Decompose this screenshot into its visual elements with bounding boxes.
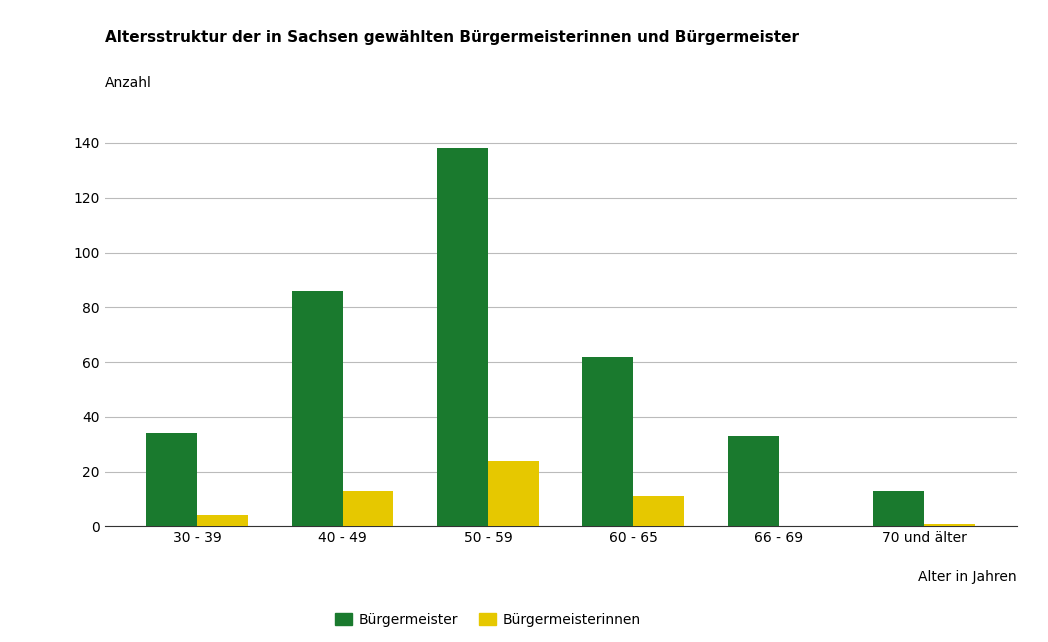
Bar bbox=[488, 461, 539, 526]
Bar bbox=[873, 491, 924, 526]
Text: Alter in Jahren: Alter in Jahren bbox=[918, 570, 1017, 584]
Bar bbox=[633, 496, 684, 526]
Bar bbox=[924, 524, 975, 526]
Legend: Bürgermeister, Bürgermeisterinnen: Bürgermeister, Bürgermeisterinnen bbox=[329, 607, 647, 632]
Text: Altersstruktur der in Sachsen gewählten Bürgermeisterinnen und Bürgermeister: Altersstruktur der in Sachsen gewählten … bbox=[105, 30, 799, 45]
Text: Anzahl: Anzahl bbox=[105, 76, 152, 90]
Bar bbox=[728, 436, 779, 526]
Bar bbox=[437, 148, 488, 526]
Bar bbox=[291, 291, 343, 526]
Bar bbox=[343, 491, 393, 526]
Bar bbox=[147, 433, 197, 526]
Bar bbox=[197, 516, 248, 526]
Bar bbox=[583, 356, 633, 526]
